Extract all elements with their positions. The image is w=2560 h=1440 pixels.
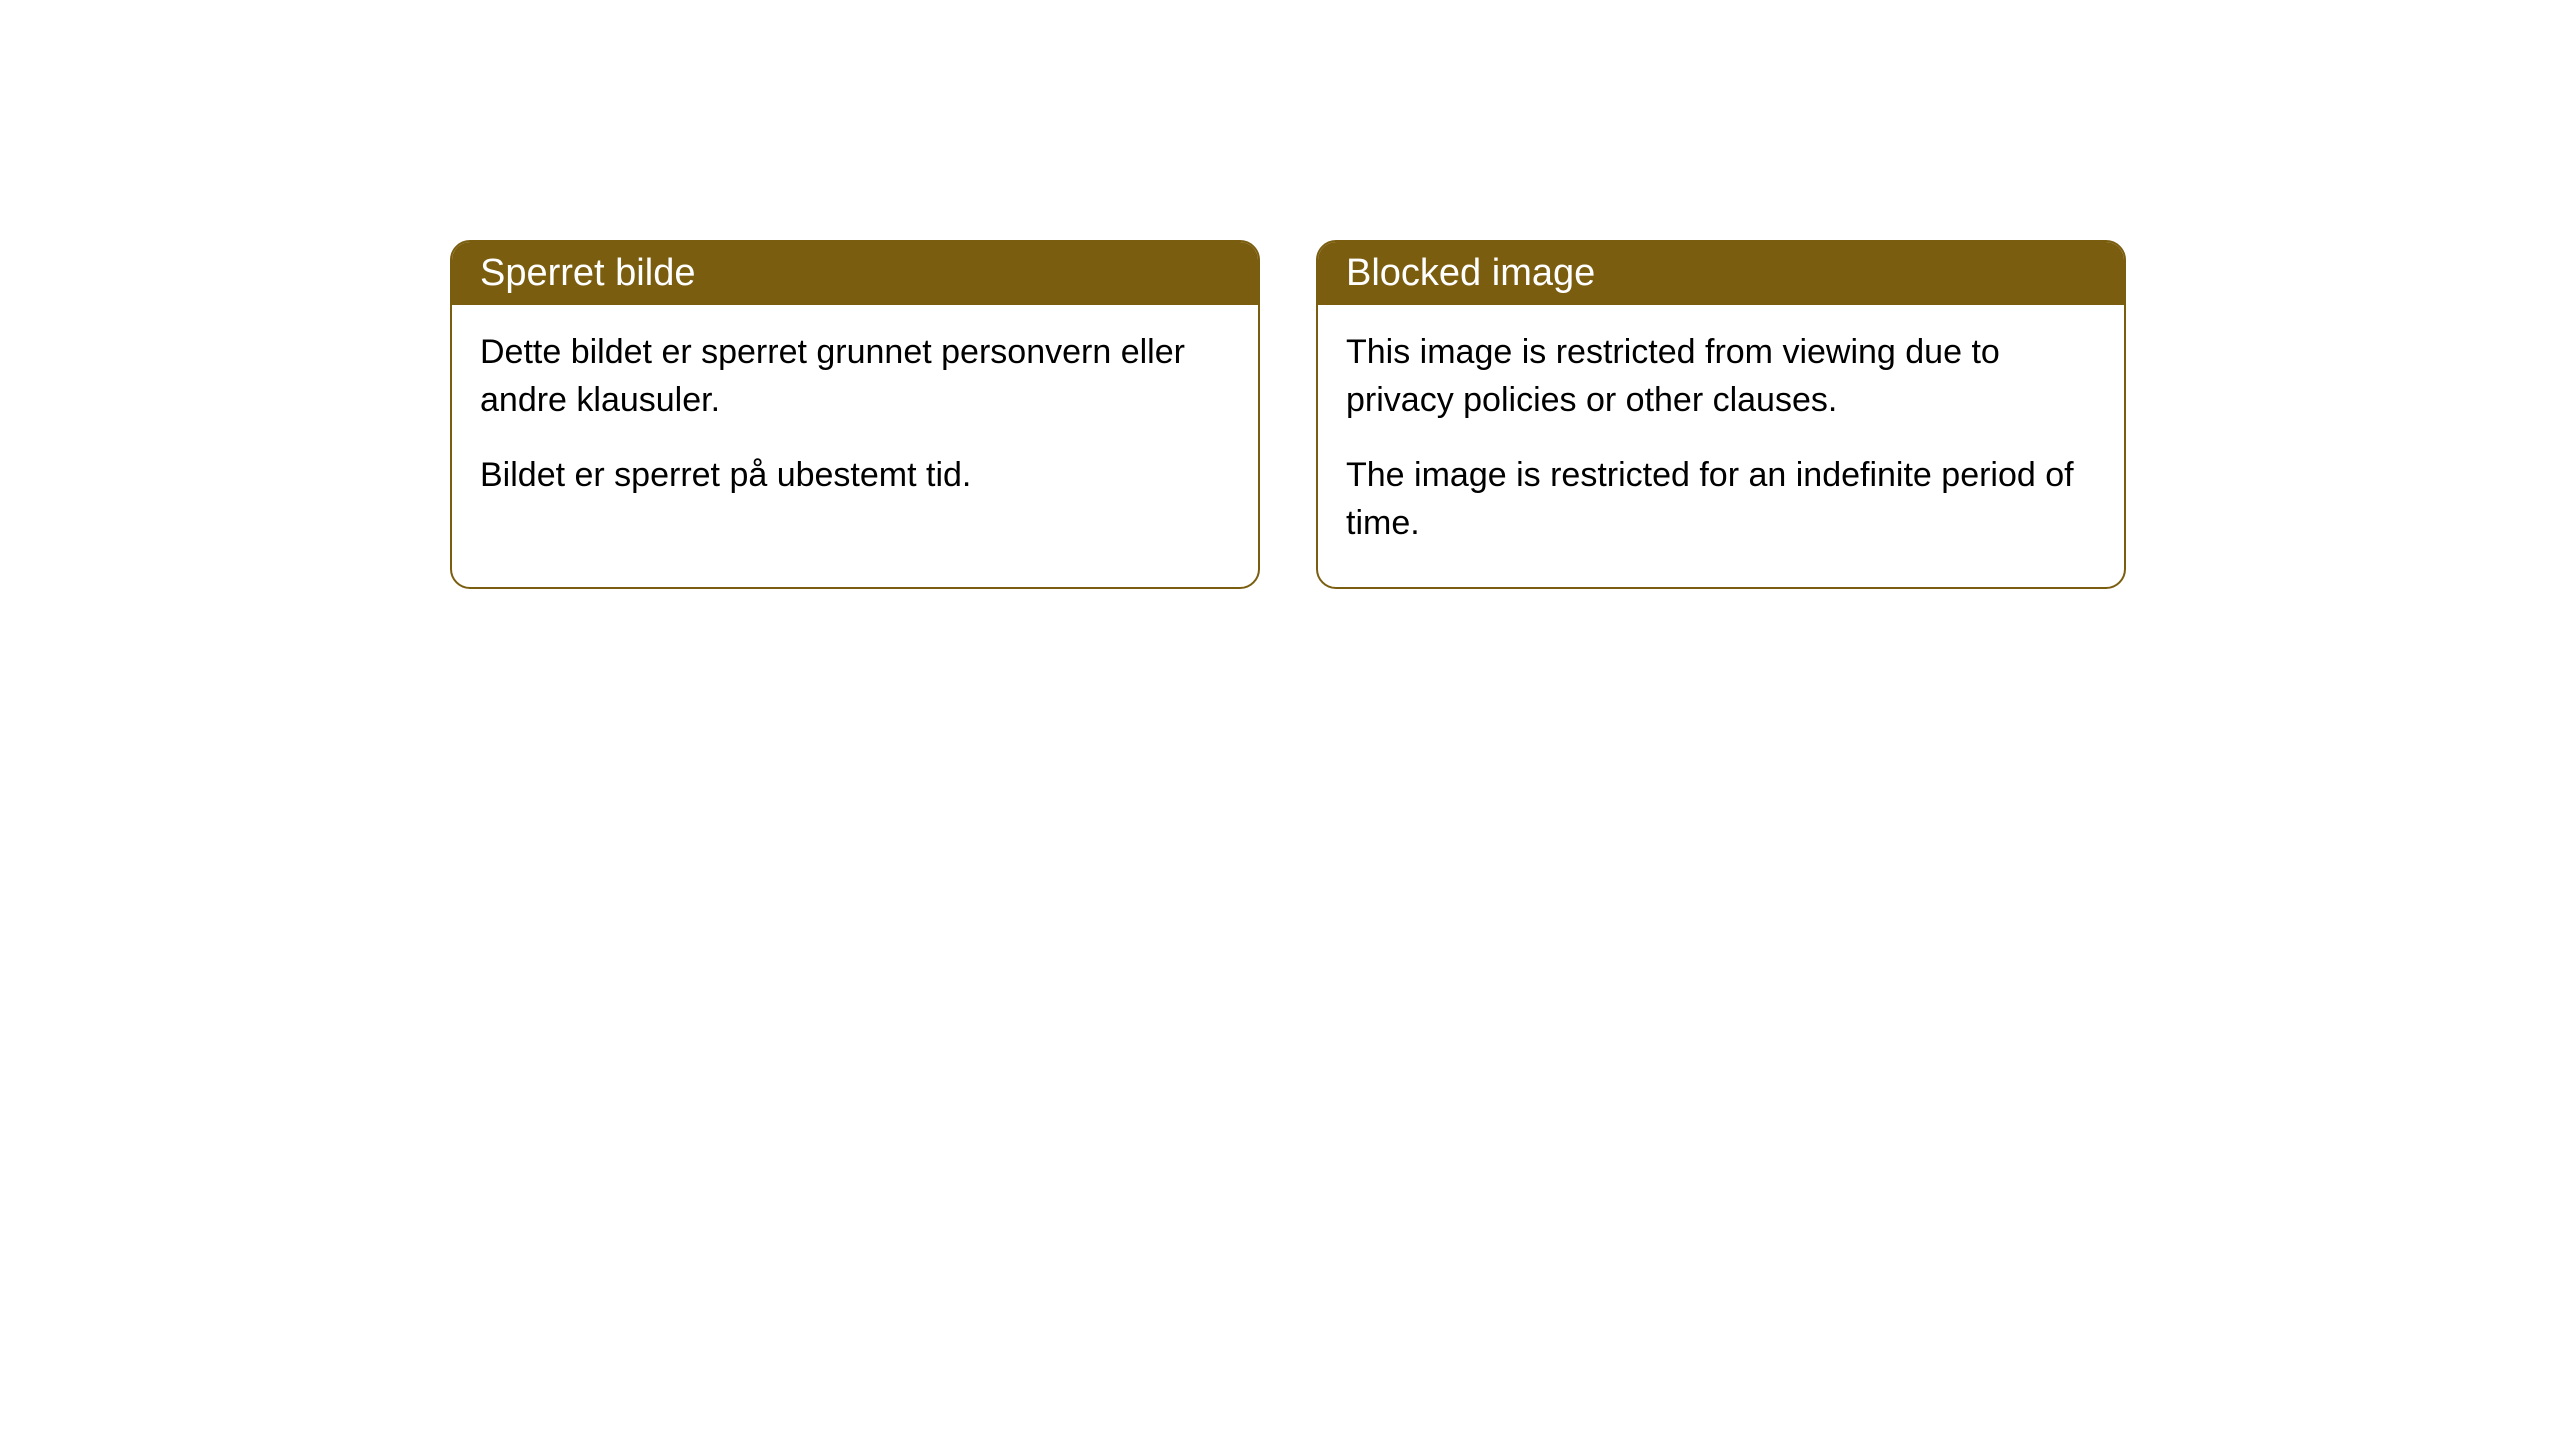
card-body-english: This image is restricted from viewing du… xyxy=(1318,305,2124,587)
card-paragraph: The image is restricted for an indefinit… xyxy=(1346,452,2096,547)
card-title-norwegian: Sperret bilde xyxy=(452,242,1258,305)
card-paragraph: Dette bildet er sperret grunnet personve… xyxy=(480,329,1230,424)
card-body-norwegian: Dette bildet er sperret grunnet personve… xyxy=(452,305,1258,540)
blocked-image-card-norwegian: Sperret bilde Dette bildet er sperret gr… xyxy=(450,240,1260,589)
notice-cards-container: Sperret bilde Dette bildet er sperret gr… xyxy=(450,240,2126,589)
card-paragraph: Bildet er sperret på ubestemt tid. xyxy=(480,452,1230,500)
card-title-english: Blocked image xyxy=(1318,242,2124,305)
card-paragraph: This image is restricted from viewing du… xyxy=(1346,329,2096,424)
blocked-image-card-english: Blocked image This image is restricted f… xyxy=(1316,240,2126,589)
